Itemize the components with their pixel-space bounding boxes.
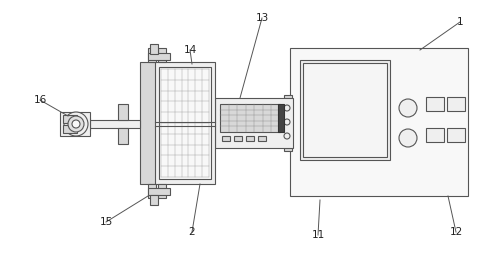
Bar [300,60,390,160]
Bar [447,128,465,142]
Bar [158,184,166,198]
Circle shape [399,99,417,117]
Bar [63,115,77,123]
Text: 1: 1 [457,17,464,27]
Text: 16: 16 [33,95,47,105]
Bar [258,136,266,141]
Bar [303,63,387,157]
Circle shape [284,133,290,139]
Bar [148,188,170,195]
Bar [158,48,166,62]
Bar [159,67,211,179]
Bar [60,112,90,136]
Text: 15: 15 [99,217,112,227]
Circle shape [68,116,84,132]
Circle shape [284,119,290,125]
Bar [150,195,158,205]
Bar [148,184,156,198]
Bar [155,62,215,184]
Bar [426,97,444,111]
Text: 14: 14 [183,45,196,55]
Bar [220,104,280,132]
Bar [62,118,90,130]
Bar [148,53,170,60]
Bar [278,104,284,132]
Bar [63,125,77,133]
Text: 12: 12 [449,227,463,237]
Bar [222,136,230,141]
Bar [426,128,444,142]
Bar [118,128,128,144]
Bar [150,44,158,54]
Bar [447,97,465,111]
Text: 13: 13 [255,13,269,23]
Text: 2: 2 [189,227,195,237]
Bar [215,98,293,148]
Circle shape [284,105,290,111]
Circle shape [64,112,88,136]
Bar [246,136,254,141]
Bar [118,104,128,120]
Bar [88,120,140,128]
Bar [290,48,468,196]
Bar [284,95,292,151]
Circle shape [399,129,417,147]
Bar [234,136,242,141]
Bar [140,62,156,184]
Circle shape [72,120,80,128]
Bar [148,48,156,62]
Text: 11: 11 [311,230,325,240]
